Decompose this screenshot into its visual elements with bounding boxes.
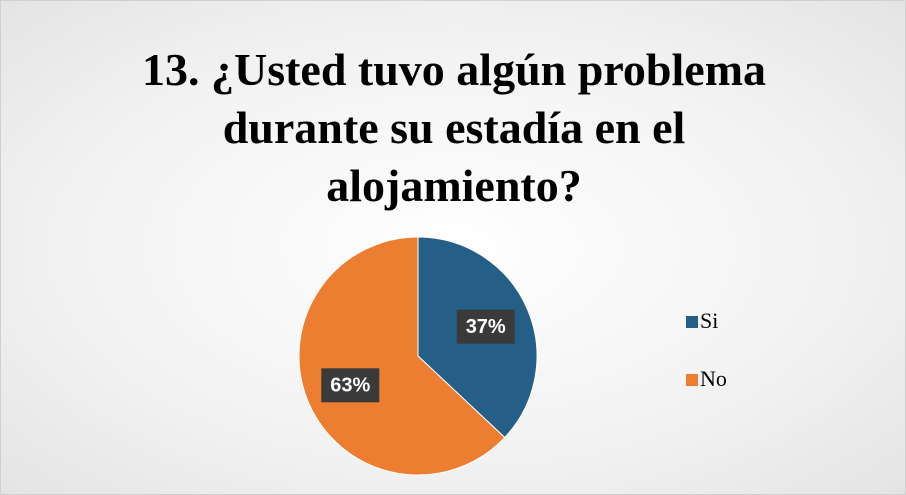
legend-label: Si [700,308,718,333]
chart-title: 13. ¿Usted tuvo algún problema durante s… [141,44,767,211]
legend-swatch [686,316,698,328]
data-label-box [321,368,380,403]
data-label-box [456,309,515,344]
data-label: 37% [466,316,506,338]
pie-slice [298,236,506,476]
legend-label: No [700,366,727,391]
data-label: 63% [330,375,370,397]
legend-swatch [686,374,698,386]
